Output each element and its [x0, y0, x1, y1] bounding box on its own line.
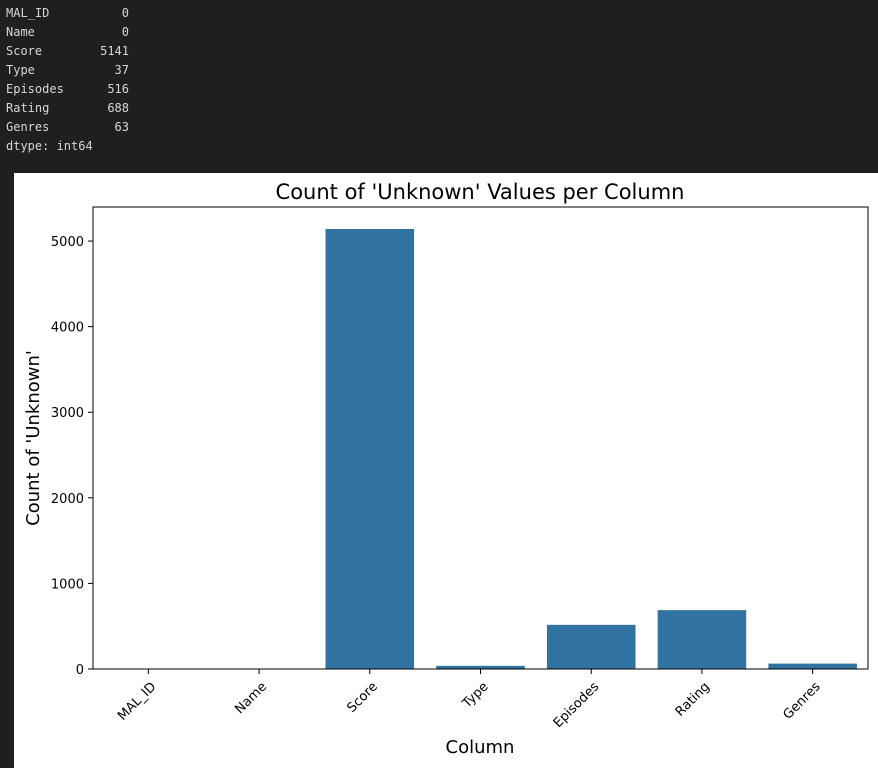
plot-frame — [92, 206, 869, 670]
y-tick-label: 4000 — [51, 321, 84, 336]
console-value: 0 — [121, 25, 129, 39]
console-key: Genres — [6, 120, 50, 134]
console-value: 0 — [121, 6, 129, 20]
console-dtype: dtype: int64 — [6, 139, 93, 153]
console-row-mal-id: MAL_ID 0 — [6, 4, 129, 23]
console-key: Rating — [6, 101, 50, 115]
y-tick-label: 0 — [76, 663, 84, 678]
console-value: 63 — [114, 120, 129, 134]
console-row-score: Score 5141 — [6, 42, 129, 61]
bar-rating — [657, 610, 747, 669]
y-tick-label: 1000 — [51, 577, 84, 592]
console-key: Score — [6, 44, 43, 58]
console-row-episodes: Episodes 516 — [6, 80, 129, 99]
y-tick-label: 2000 — [51, 492, 84, 507]
console-value: 688 — [107, 101, 129, 115]
y-axis-label: Count of 'Unknown' — [23, 350, 44, 526]
bars-layer — [325, 228, 857, 670]
bar-genres — [768, 663, 857, 669]
x-tick-label: Name — [232, 679, 270, 717]
console-value: 37 — [114, 63, 129, 77]
console-row-genres: Genres 63 — [6, 118, 129, 137]
console-key: Episodes — [6, 82, 64, 96]
console-key: Type — [6, 63, 35, 77]
console-key: MAL_ID — [6, 6, 50, 20]
chart-figure: Count of 'Unknown' Values per Column 0 10… — [14, 173, 878, 768]
bar-score — [325, 228, 415, 670]
x-tick-label: Episodes — [551, 679, 603, 731]
y-axis: 0 1000 2000 3000 4000 5000 — [51, 235, 93, 678]
console-key: Name — [6, 25, 35, 39]
chart-title: Count of 'Unknown' Values per Column — [276, 180, 685, 204]
x-tick-label: Genres — [780, 679, 823, 722]
y-tick-label: 3000 — [51, 406, 84, 421]
console-row-type: Type 37 — [6, 61, 129, 80]
y-tick-label: 5000 — [51, 235, 84, 250]
x-tick-label: Score — [344, 679, 380, 715]
console-row-rating: Rating 688 — [6, 99, 129, 118]
bar-chart: Count of 'Unknown' Values per Column 0 10… — [23, 180, 869, 758]
console-row-name: Name 0 — [6, 23, 129, 42]
x-axis: MAL_ID Name Score Type Episodes Rating Genres — [115, 669, 824, 731]
console-value: 516 — [107, 82, 129, 96]
console-output: MAL_ID 0 Name 0 Score 5141 Type 37 Episodes 5… — [6, 4, 129, 156]
x-tick-label: Rating — [673, 679, 713, 719]
x-axis-label: Column — [446, 737, 515, 758]
bar-episodes — [546, 624, 636, 669]
bar-type — [436, 665, 525, 669]
console-value: 5141 — [100, 44, 129, 58]
x-tick-label: MAL_ID — [115, 679, 159, 723]
x-tick-label: Type — [459, 679, 491, 711]
